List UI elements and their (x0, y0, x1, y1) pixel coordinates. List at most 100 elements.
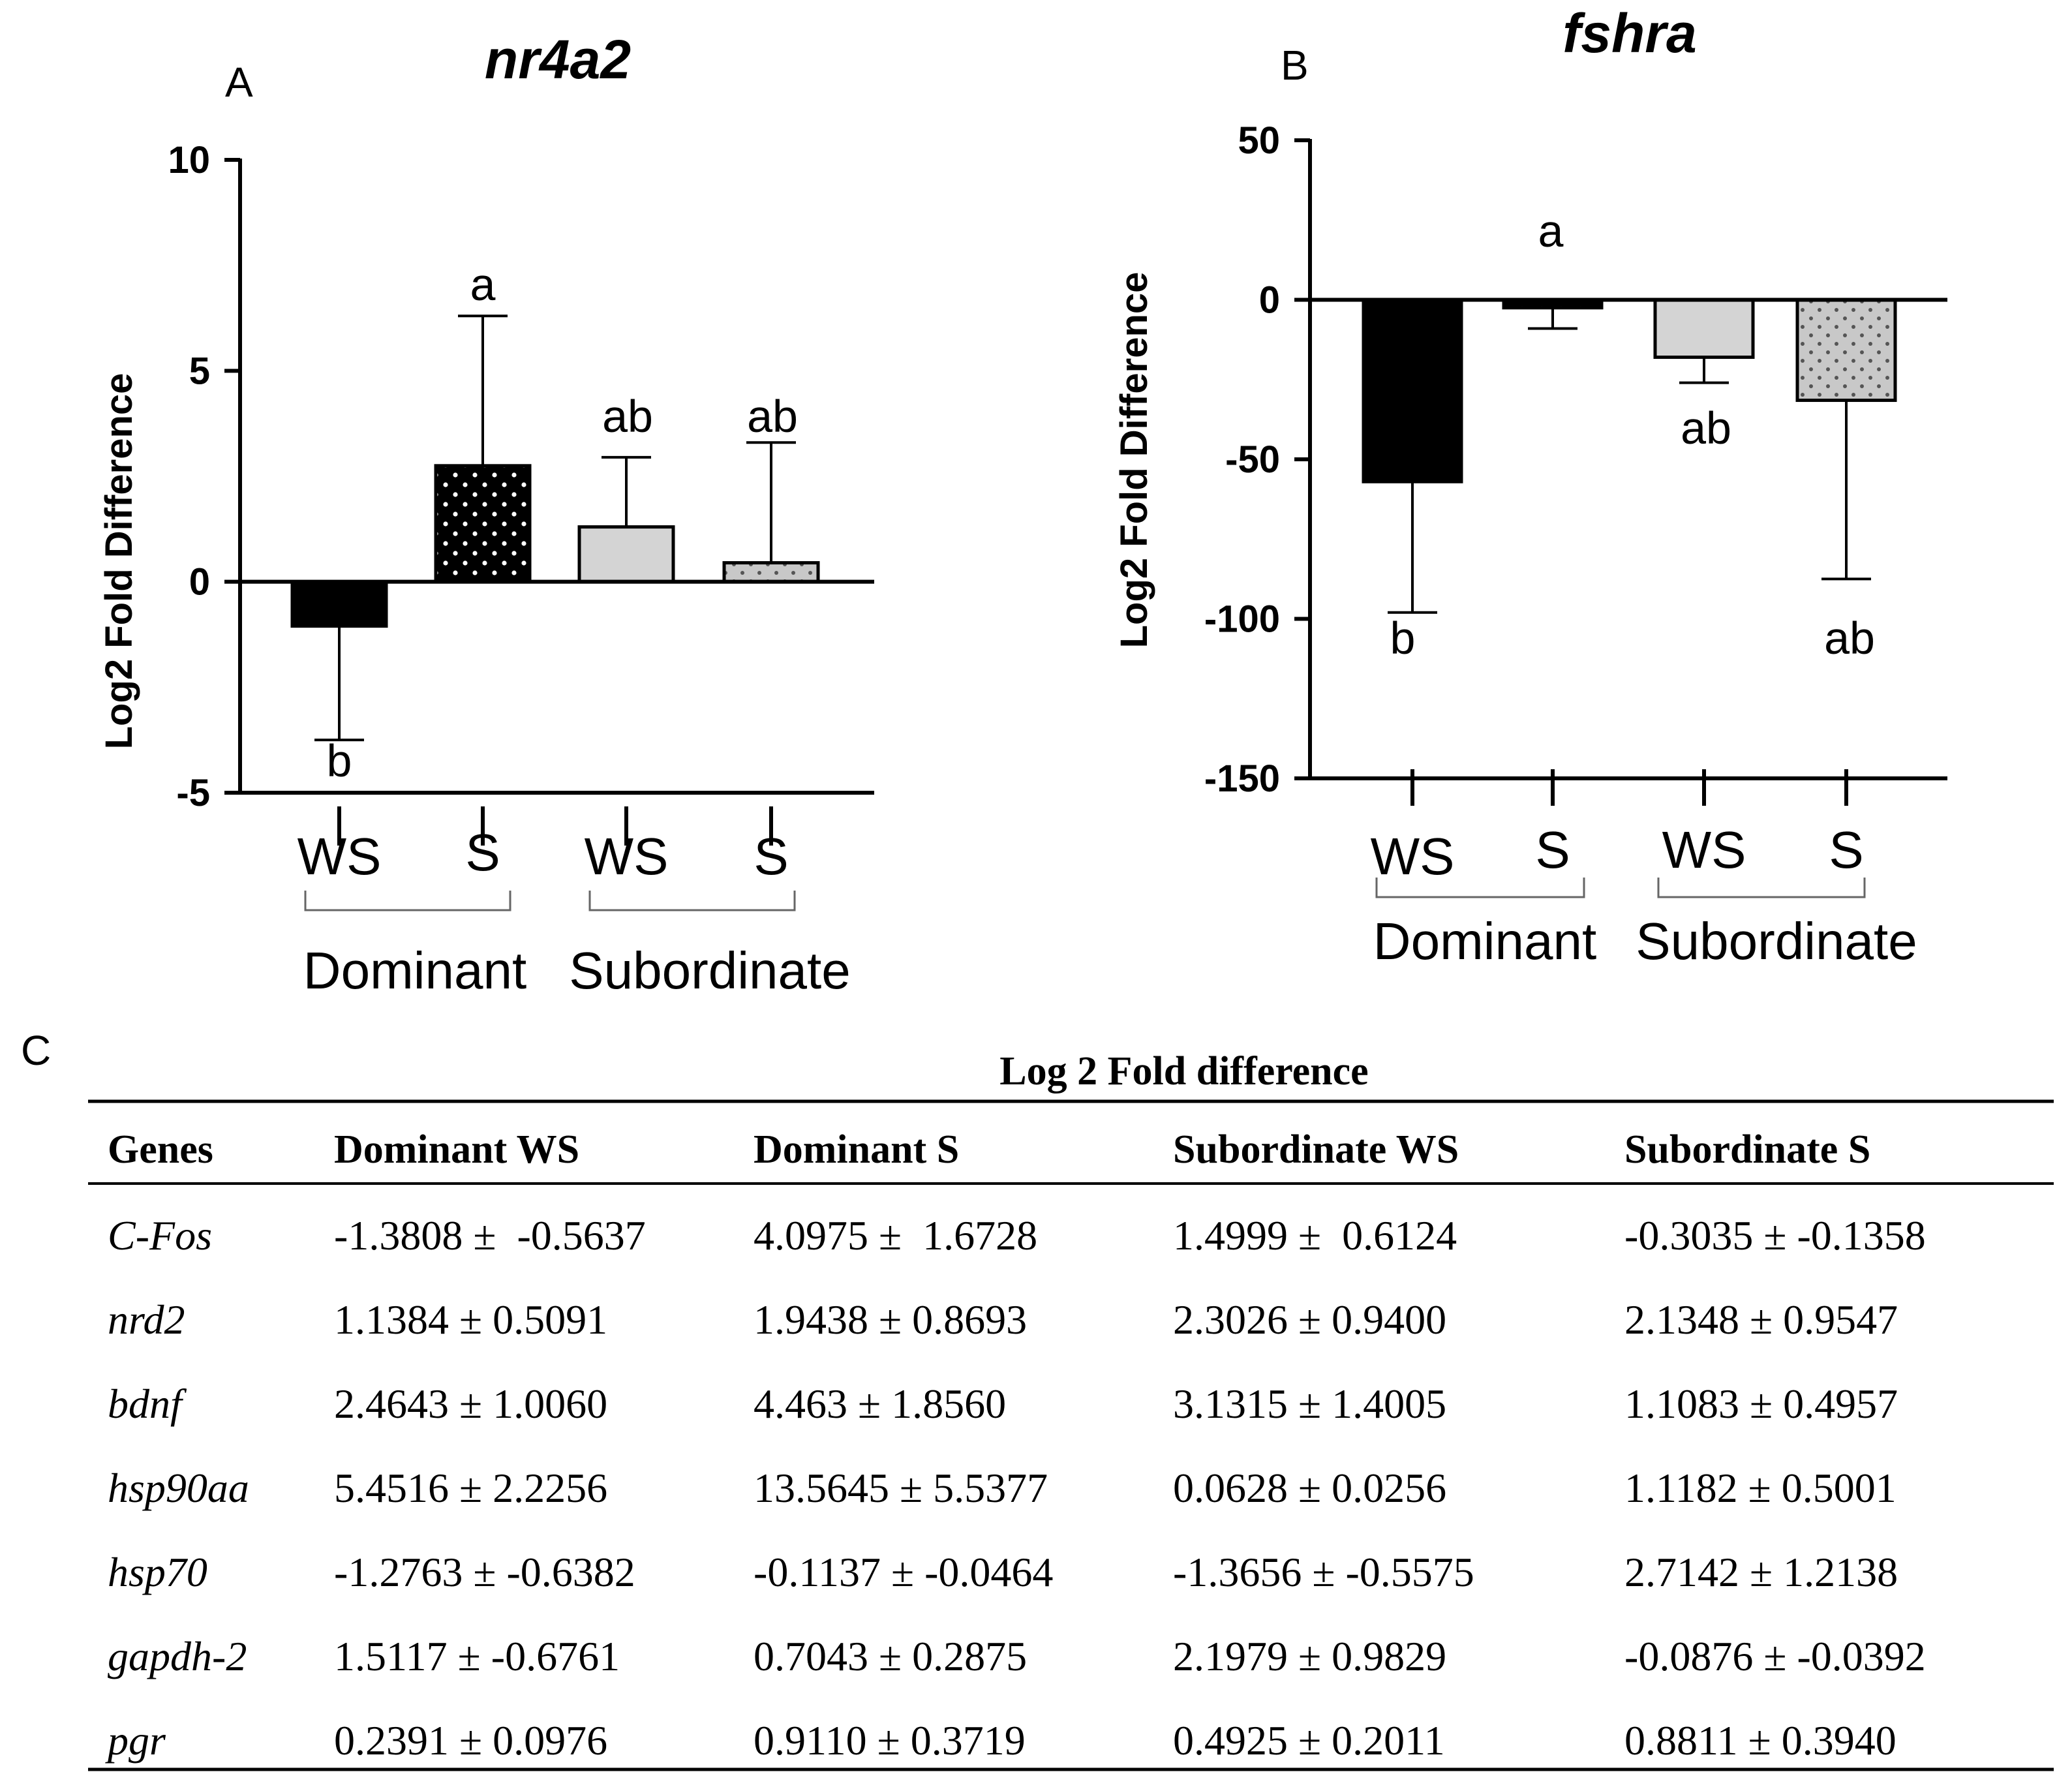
chart-b: B fshra Log2 Fold Difference -150 -100 -50… (1113, 3, 1947, 970)
table-cell: 1.1083 ± 0.4957 (1624, 1381, 1898, 1427)
y-tick-label: -5 (176, 772, 210, 814)
table-cell: 2.4643 ± 1.0060 (334, 1381, 607, 1427)
y-tick-label: 0 (1259, 279, 1280, 322)
error-bar-3 (1679, 357, 1729, 384)
x-category-label: WS (1371, 827, 1455, 885)
bar-1 (1362, 298, 1463, 483)
y-tick-label: -100 (1204, 598, 1280, 641)
x-category-label: WS (585, 827, 669, 885)
column-header: Dominant S (754, 1127, 959, 1172)
error-bar-4 (1821, 400, 1871, 581)
error-bar-4 (746, 441, 796, 563)
y-tick-label: 0 (189, 561, 210, 604)
gene-name: pgr (105, 1717, 166, 1764)
chart-a-title: nr4a2 (485, 29, 631, 90)
significance-letter: ab (602, 391, 653, 442)
data-table: C Log 2 Fold difference Genes Dominant WS… (21, 1027, 2054, 1771)
x-category-label: WS (1662, 821, 1746, 879)
x-category-label: S (754, 827, 788, 885)
table-cell: -0.3035 ± -0.1358 (1624, 1212, 1926, 1259)
gene-name: hsp90aa (108, 1465, 249, 1511)
group-bracket (1657, 878, 1866, 898)
gene-name: hsp70 (108, 1549, 207, 1595)
chart-a-ylabel: Log2 Fold Difference (98, 373, 140, 750)
column-header: Subordinate S (1624, 1127, 1870, 1172)
table-cell: -1.2763 ± -0.6382 (334, 1549, 635, 1595)
error-bar-2 (1528, 307, 1577, 330)
table-row: hsp70 -1.2763 ± -0.6382 -0.1137 ± -0.0464 -… (108, 1549, 1898, 1595)
table-cell: 2.1979 ± 0.9829 (1173, 1633, 1446, 1679)
x-category-label: WS (297, 827, 382, 885)
panel-label-c: C (21, 1027, 51, 1074)
table-row: gapdh-2 1.5117 ± -0.6761 0.7043 ± 0.2875 2.… (108, 1633, 1926, 1679)
table-cell: 1.9438 ± 0.8693 (754, 1296, 1027, 1343)
bar-3 (577, 525, 675, 584)
gene-name: bdnf (108, 1381, 187, 1427)
table-cell: 2.1348 ± 0.9547 (1624, 1296, 1898, 1343)
table-row: hsp90aa 5.4516 ± 2.2256 13.5645 ± 5.5377 0.… (108, 1465, 1897, 1511)
group-label: Dominant (303, 941, 526, 1000)
table-cell: 0.7043 ± 0.2875 (754, 1633, 1027, 1679)
table-row: C-Fos -1.3808 ± -0.5637 4.0975 ± 1.6728 1.4… (108, 1212, 1926, 1259)
table-cell: -0.0876 ± -0.0392 (1624, 1633, 1926, 1679)
table-cell: 1.4999 ± 0.6124 (1173, 1212, 1457, 1259)
column-header: Subordinate WS (1173, 1127, 1459, 1172)
table-cell: 1.1384 ± 0.5091 (334, 1296, 607, 1343)
table-cell: 0.2391 ± 0.0976 (334, 1717, 607, 1764)
chart-a: A nr4a2 Log2 Fold Difference -5 0 5 10 WS S W… (98, 29, 874, 1000)
table-cell: 1.1182 ± 0.5001 (1624, 1465, 1897, 1511)
table-cell: 2.7142 ± 1.2138 (1624, 1549, 1898, 1595)
error-bar-3 (602, 455, 651, 527)
significance-letter: a (470, 259, 496, 310)
significance-letter: ab (747, 391, 798, 442)
group-bracket (588, 891, 796, 911)
significance-letter: b (1390, 613, 1416, 664)
column-header: Genes (108, 1127, 213, 1172)
group-label: Subordinate (1636, 912, 1917, 970)
error-bar-2 (458, 314, 508, 466)
table-cell: -1.3808 ± -0.5637 (334, 1212, 646, 1259)
bar-1 (290, 580, 388, 628)
table-row: bdnf 2.4643 ± 1.0060 4.463 ± 1.8560 3.1315 … (108, 1381, 1898, 1427)
group-label: Subordinate (569, 941, 850, 1000)
significance-letter: b (327, 735, 352, 786)
y-tick-label: 50 (1238, 119, 1280, 162)
column-header: Dominant WS (334, 1127, 579, 1172)
table-body: C-Fos -1.3808 ± -0.5637 4.0975 ± 1.6728 1.4… (105, 1212, 1926, 1764)
table-cell: 0.4925 ± 0.2011 (1173, 1717, 1445, 1764)
x-category-label: S (1829, 821, 1863, 879)
group-label: Dominant (1373, 912, 1596, 970)
table-cell: 3.1315 ± 1.4005 (1173, 1381, 1446, 1427)
significance-letter: ab (1824, 613, 1875, 664)
table-cell: -1.3656 ± -0.5575 (1173, 1549, 1474, 1595)
y-tick-label: 5 (189, 350, 210, 392)
table-header: Genes Dominant WS Dominant S Subordinate WS… (108, 1127, 1870, 1172)
y-tick-label: 10 (168, 139, 210, 181)
gene-name: C-Fos (108, 1212, 212, 1259)
chart-b-ylabel: Log2 Fold Difference (1113, 272, 1155, 649)
table-title: Log 2 Fold difference (999, 1049, 1368, 1093)
bar-4 (1795, 298, 1897, 403)
group-bracket (304, 891, 511, 911)
panel-label-a: A (225, 59, 253, 106)
table-cell: 0.8811 ± 0.3940 (1624, 1717, 1897, 1764)
y-tick-label: -50 (1225, 438, 1280, 481)
gene-name: gapdh-2 (108, 1633, 247, 1679)
table-cell: 2.3026 ± 0.9400 (1173, 1296, 1446, 1343)
y-tick-label: -150 (1204, 757, 1280, 800)
table-row: nrd2 1.1384 ± 0.5091 1.9438 ± 0.8693 2.3026… (108, 1296, 1898, 1343)
table-cell: 1.5117 ± -0.6761 (334, 1633, 620, 1679)
panel-label-b: B (1281, 42, 1309, 89)
bar-2 (434, 464, 532, 584)
x-category-label: S (1535, 821, 1570, 879)
table-cell: 0.0628 ± 0.0256 (1173, 1465, 1446, 1511)
table-cell: 0.9110 ± 0.3719 (754, 1717, 1026, 1764)
table-cell: 5.4516 ± 2.2256 (334, 1465, 607, 1511)
table-cell: 4.463 ± 1.8560 (754, 1381, 1006, 1427)
error-bar-1 (1388, 482, 1437, 614)
group-bracket (1375, 878, 1585, 898)
table-cell: -0.1137 ± -0.0464 (754, 1549, 1053, 1595)
table-row: pgr 0.2391 ± 0.0976 0.9110 ± 0.3719 0.4925 … (105, 1717, 1897, 1764)
significance-letter: a (1538, 206, 1564, 256)
